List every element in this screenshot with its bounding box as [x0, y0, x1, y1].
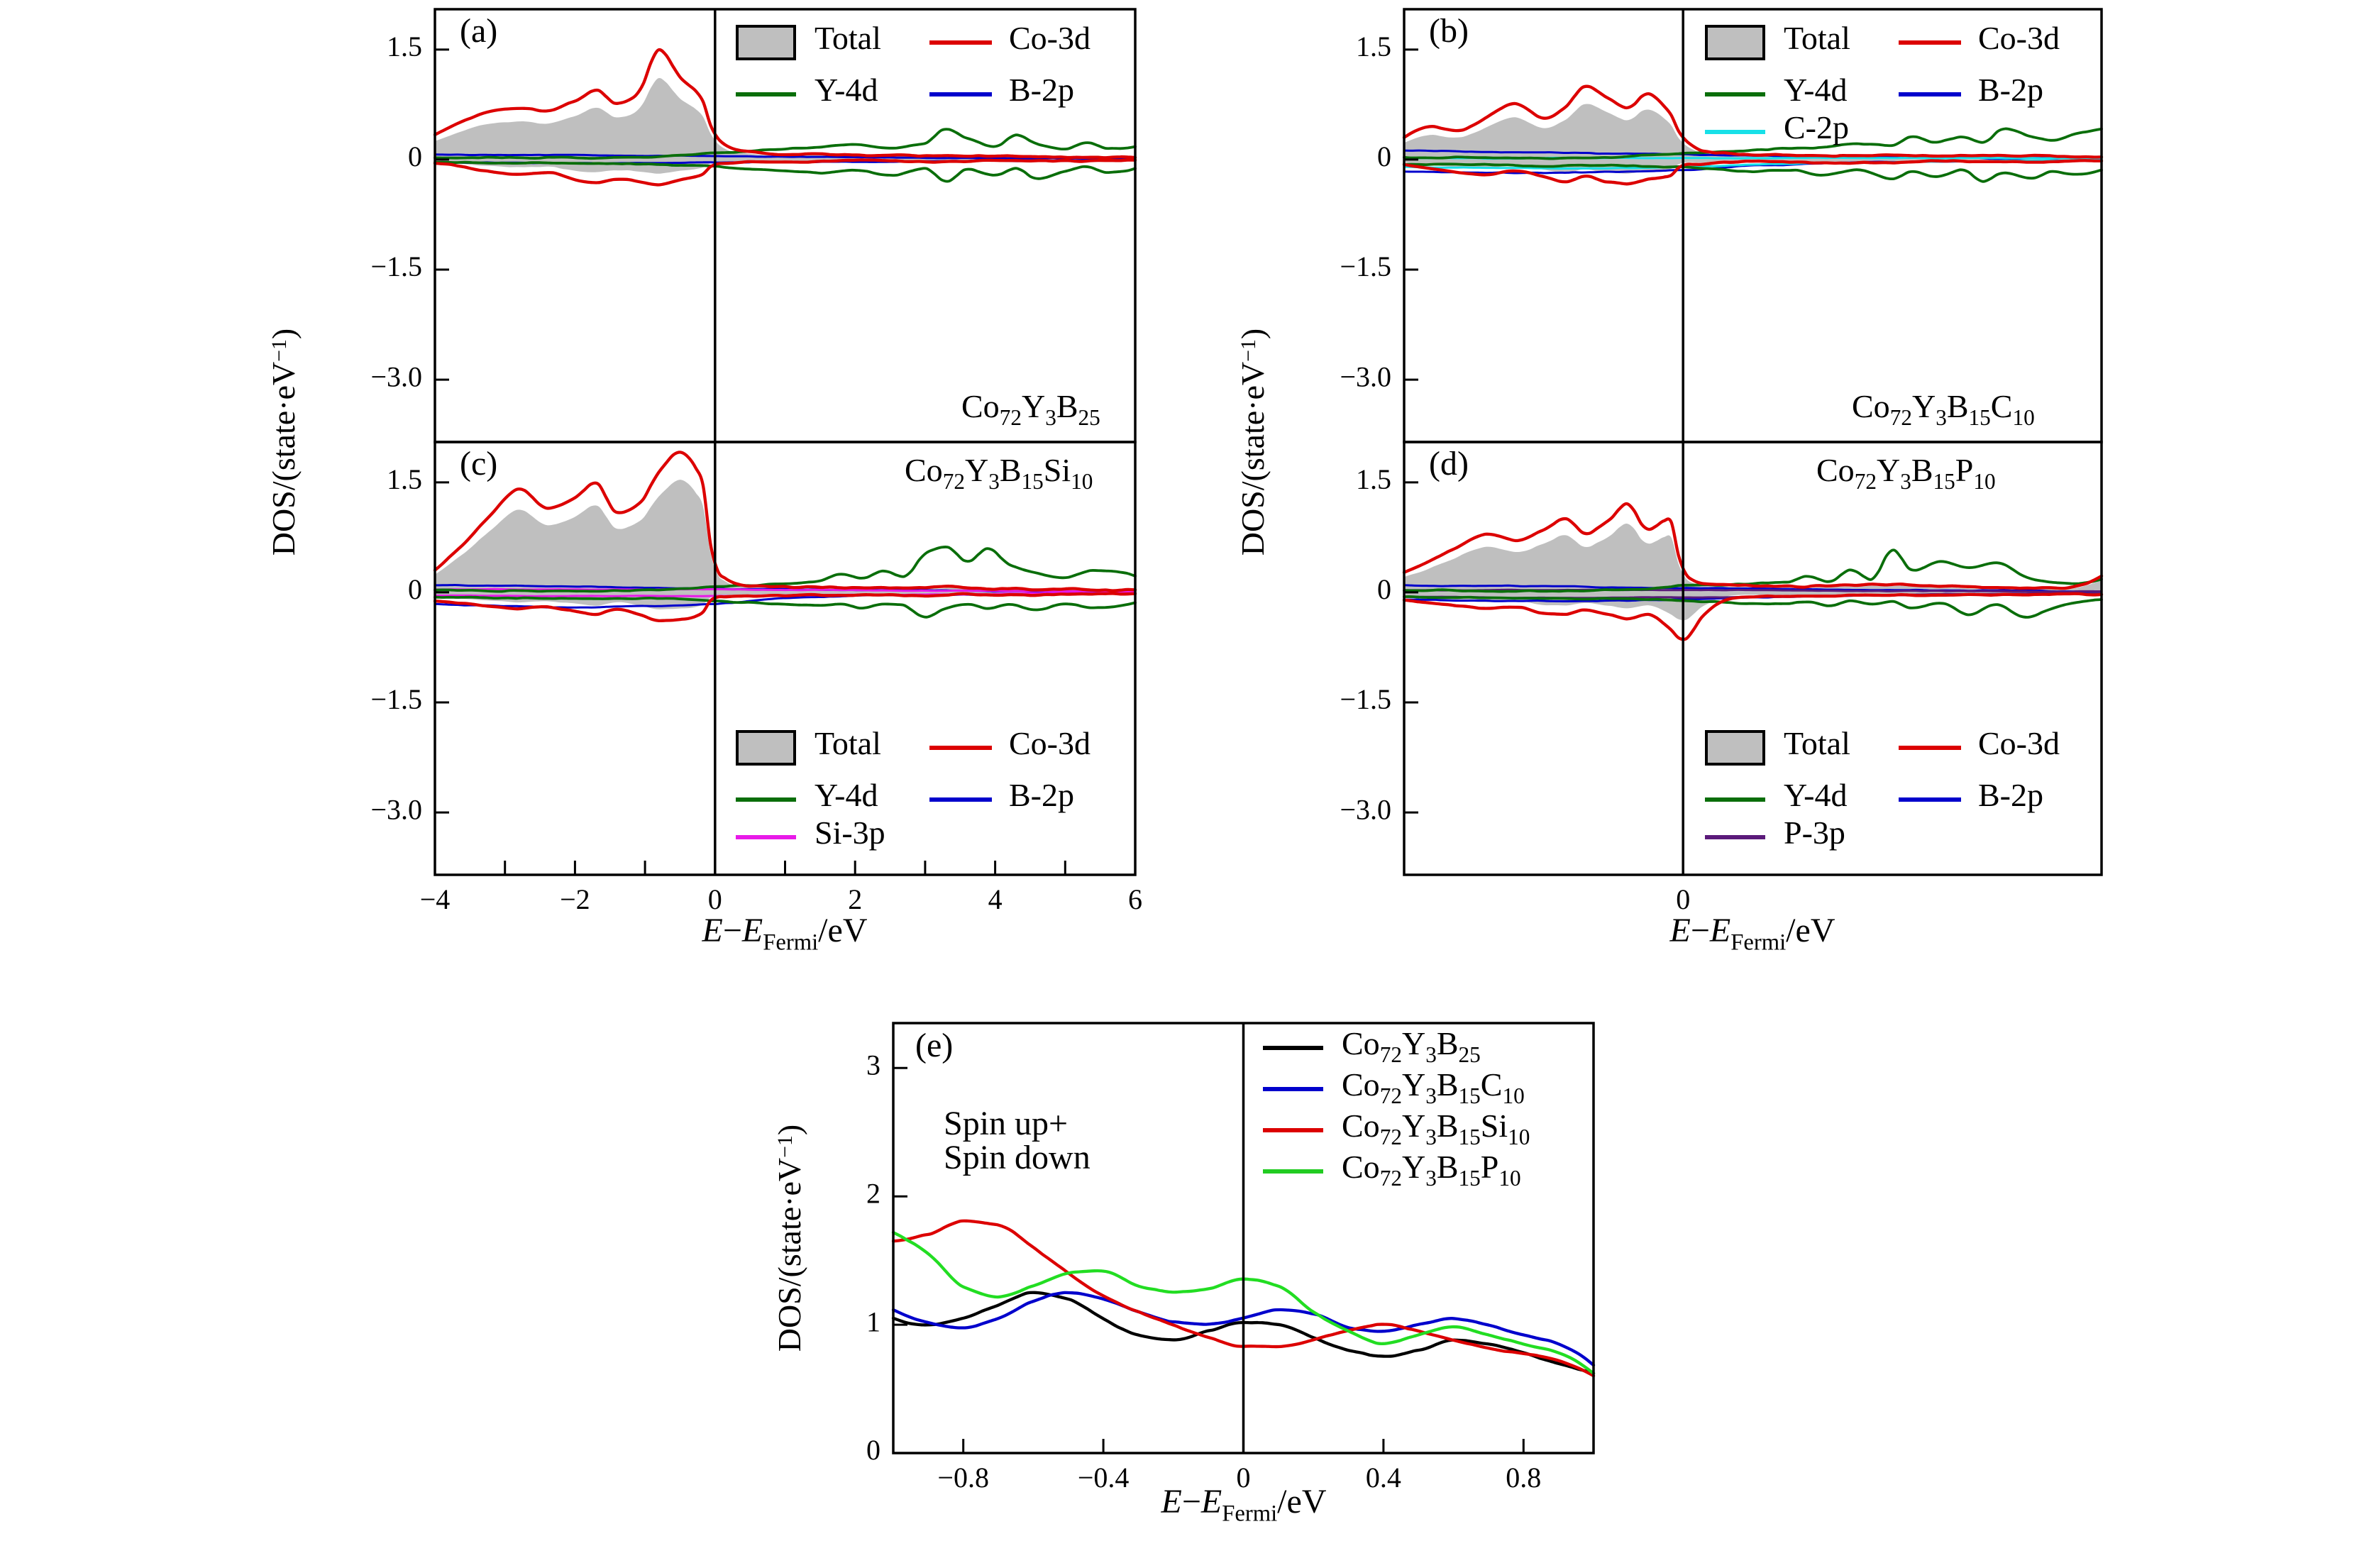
svg-text:2: 2	[866, 1177, 880, 1209]
svg-text:1.5: 1.5	[387, 463, 422, 495]
svg-text:−3.0: −3.0	[1340, 793, 1391, 825]
svg-text:3: 3	[866, 1049, 880, 1081]
svg-text:−2: −2	[560, 883, 590, 915]
svg-text:0: 0	[708, 883, 722, 915]
svg-text:0: 0	[408, 573, 422, 605]
svg-text:1.5: 1.5	[387, 31, 422, 62]
svg-text:1: 1	[866, 1305, 880, 1337]
svg-text:2: 2	[848, 883, 862, 915]
svg-text:1.5: 1.5	[1356, 463, 1391, 495]
svg-text:0.4: 0.4	[1366, 1462, 1401, 1494]
svg-text:4: 4	[988, 883, 1003, 915]
svg-text:0: 0	[1377, 573, 1391, 605]
svg-text:−4: −4	[420, 883, 451, 915]
svg-text:−3.0: −3.0	[1340, 360, 1391, 392]
svg-text:−3.0: −3.0	[370, 360, 422, 392]
svg-text:0: 0	[1676, 883, 1690, 915]
svg-text:0.8: 0.8	[1506, 1462, 1541, 1494]
svg-text:6: 6	[1128, 883, 1142, 915]
svg-text:−0.4: −0.4	[1078, 1462, 1130, 1494]
svg-text:0: 0	[1377, 140, 1391, 172]
svg-text:−1.5: −1.5	[1340, 250, 1391, 282]
svg-text:−1.5: −1.5	[370, 250, 422, 282]
svg-text:−3.0: −3.0	[370, 793, 422, 825]
svg-text:−1.5: −1.5	[370, 683, 422, 715]
svg-text:0: 0	[866, 1434, 880, 1466]
svg-text:−0.8: −0.8	[937, 1462, 989, 1494]
svg-text:1.5: 1.5	[1356, 31, 1391, 62]
svg-text:−1.5: −1.5	[1340, 683, 1391, 715]
svg-text:0: 0	[408, 140, 422, 172]
